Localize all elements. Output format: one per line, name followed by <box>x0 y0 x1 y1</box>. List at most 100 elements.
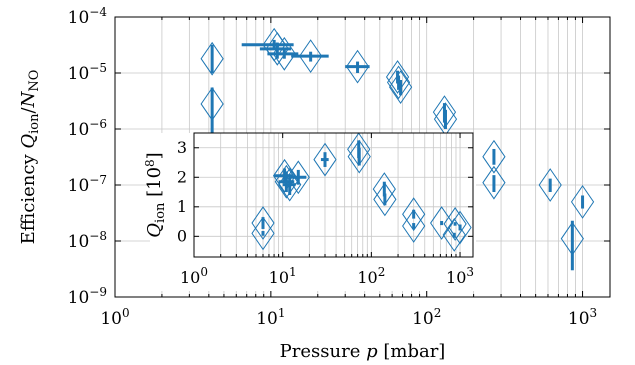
inset-x-tick-label-3-exp: 3 <box>466 265 474 279</box>
main-point-16 <box>570 184 595 219</box>
main-y-tick-label-1-base: 10 <box>68 232 90 252</box>
inset-background <box>150 133 476 291</box>
main-y-tick-label-3: 10−6 <box>68 117 107 140</box>
inset-diamond-marker <box>448 210 472 245</box>
y-label-numerator: Q <box>18 134 39 149</box>
main-x-tick-label-3: 103 <box>568 306 597 329</box>
inset-diamond-marker <box>402 197 426 232</box>
inset-diamond-marker <box>251 206 275 240</box>
main-diamond-marker <box>385 60 410 94</box>
main-y-tick-label-4-exp: −5 <box>89 61 107 75</box>
main-diamond-marker <box>482 165 506 200</box>
main-x-axis-label: Pressure p [mbar] <box>280 341 446 362</box>
main-point-4 <box>267 36 299 71</box>
main-point-12 <box>482 139 506 174</box>
inset-point-1 <box>251 216 275 251</box>
main-diamond-marker <box>388 70 413 104</box>
main-point-8 <box>386 65 411 100</box>
inset-y-label-var: Q <box>144 223 165 238</box>
main-x-tick-label-2-exp: 2 <box>434 306 442 320</box>
main-y-tick-label-0-base: 10 <box>68 288 90 308</box>
main-y-tick-label-0: 10−9 <box>68 285 107 308</box>
main-y-tick-label-1: 10−8 <box>68 229 107 252</box>
main-y-tick-label-5: 10−4 <box>68 5 108 28</box>
y-label-denominator-sub: NO <box>27 70 42 92</box>
main-x-tick-label-2: 102 <box>412 306 441 329</box>
main-y-tick-label-4-base: 10 <box>68 64 90 84</box>
inset-y-tick-label-2: 2 <box>177 167 187 186</box>
main-x-tick-label-3-exp: 3 <box>590 306 598 320</box>
main-y-tick-label-0-exp: −9 <box>89 285 107 299</box>
inset-y-label-unit-close: ] <box>144 152 165 159</box>
inset-y-tick-label-1: 1 <box>177 197 187 216</box>
main-y-tick-label-3-base: 10 <box>68 120 90 140</box>
inset-diamond-marker <box>347 139 371 174</box>
main-x-tick-label-3-base: 10 <box>568 309 590 329</box>
inset-x-tick-label-3: 103 <box>446 265 474 287</box>
inset-point-10 <box>373 182 397 217</box>
inset-diamond-marker <box>251 216 275 251</box>
main-point-13 <box>482 165 506 200</box>
main-y-tick-label-3-exp: −6 <box>89 117 107 131</box>
inset-y-axis-label: Qion [108] <box>143 152 168 237</box>
main-y-tick-label-2: 10−7 <box>68 173 107 196</box>
main-point-5 <box>291 39 329 74</box>
main-y-tick-label-5-base: 10 <box>68 8 90 28</box>
main-x-tick-label-1-base: 10 <box>256 309 278 329</box>
main-x-tick-label-2-base: 10 <box>412 309 434 329</box>
inset-point-8 <box>347 139 371 174</box>
main-frame <box>114 16 611 298</box>
main-x-tick-label-0-exp: 0 <box>122 306 130 320</box>
inset-point-6 <box>313 142 337 177</box>
main-y-tick-label-5-exp: −4 <box>89 5 107 19</box>
inset-y-label-unit-exp: 8 <box>143 159 157 167</box>
main-diamond-marker <box>272 36 296 71</box>
main-x-tick-label-1-exp: 1 <box>278 306 286 320</box>
inset-x-tick-label-2-base: 10 <box>357 268 377 287</box>
y-label-separator: / <box>18 107 39 114</box>
main-point-1 <box>200 87 224 138</box>
main-y-tick-label-1-exp: −8 <box>89 229 107 243</box>
inset-diamond-marker <box>373 182 397 217</box>
main-point-14 <box>538 168 562 202</box>
inset-point-0 <box>251 206 275 240</box>
inset-x-tick-label-3-base: 10 <box>446 268 466 287</box>
inset-x-tick-label-2: 102 <box>357 265 385 287</box>
main-y-tick-label-4: 10−5 <box>68 61 107 84</box>
main-diamond-marker <box>265 31 289 66</box>
main-y-tick-label-2-exp: −7 <box>89 173 107 187</box>
main-point-15 <box>560 220 584 271</box>
inset-x-tick-label-2-exp: 2 <box>378 265 386 279</box>
inset-x-tick-label-0-exp: 0 <box>200 265 208 279</box>
inset-point-15 <box>443 207 467 241</box>
inset-point-5 <box>286 160 310 195</box>
main-diamond-marker <box>538 168 562 202</box>
y-label-numerator-sub: ion <box>27 113 42 134</box>
main-diamond-marker <box>345 49 370 84</box>
main-diamond-marker <box>299 39 323 74</box>
main-point-0 <box>200 41 224 76</box>
main-point-9 <box>388 70 413 104</box>
inset-frame <box>193 132 474 258</box>
main-y-axis-label: Efficiency Qion/NNO <box>18 70 42 245</box>
inset-y-tick-label-0: 0 <box>177 226 187 245</box>
inset-point-12 <box>402 209 426 243</box>
inset-x-tick-label-1-base: 10 <box>269 268 289 287</box>
main-y-tick-label-2-base: 10 <box>68 176 90 196</box>
main-x-tick-label-0: 100 <box>100 306 129 329</box>
y-label-text: Efficiency <box>18 149 39 245</box>
main-diamond-marker <box>200 41 224 76</box>
inset-point-16 <box>448 210 472 245</box>
inset-point-11 <box>402 197 426 232</box>
inset-y-tick-label-3: 3 <box>177 138 187 157</box>
x-label-unit: [mbar] <box>378 341 446 362</box>
inset-diamond-marker <box>442 217 466 252</box>
main-diamond-marker <box>482 139 506 174</box>
inset-x-tick-label-0-base: 10 <box>180 268 200 287</box>
inset-x-tick-label-1-exp: 1 <box>289 265 297 279</box>
main-diamond-marker <box>570 184 595 219</box>
inset-x-tick-label-1: 101 <box>269 265 297 287</box>
inset-y-label-unit: [10 <box>144 167 165 203</box>
x-label-text: Pressure <box>280 341 366 362</box>
